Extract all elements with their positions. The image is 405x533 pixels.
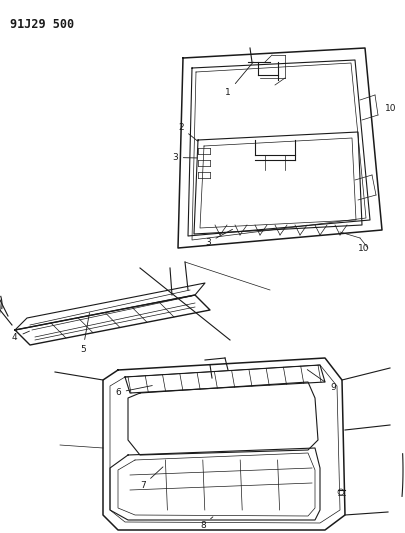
Text: 4: 4 bbox=[12, 331, 30, 342]
Text: 91J29 500: 91J29 500 bbox=[10, 18, 74, 31]
Text: 10: 10 bbox=[357, 244, 369, 253]
Text: 10: 10 bbox=[384, 103, 396, 112]
Text: 8: 8 bbox=[200, 517, 212, 530]
Text: 2: 2 bbox=[177, 123, 197, 141]
Text: 6: 6 bbox=[115, 385, 152, 397]
Text: 1: 1 bbox=[224, 62, 253, 97]
Text: 5: 5 bbox=[80, 313, 89, 354]
Text: 7: 7 bbox=[140, 467, 162, 490]
Text: 9: 9 bbox=[307, 369, 335, 392]
Text: 3: 3 bbox=[205, 229, 232, 247]
Text: 3: 3 bbox=[172, 153, 197, 162]
